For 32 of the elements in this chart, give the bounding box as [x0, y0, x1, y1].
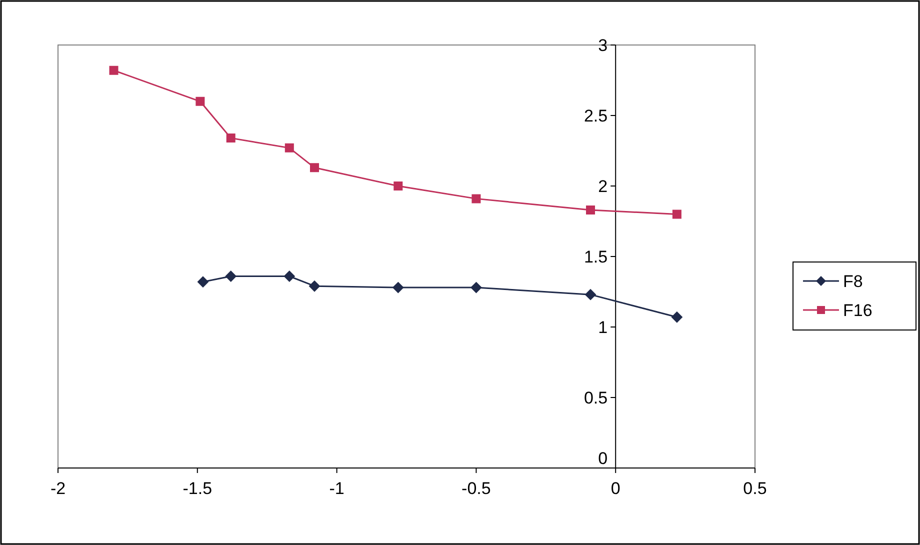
point — [472, 194, 481, 204]
point — [585, 289, 596, 300]
point — [226, 134, 236, 143]
point — [284, 270, 295, 282]
point — [225, 270, 236, 282]
point — [470, 282, 482, 294]
x-tick-label: -1 — [329, 479, 344, 498]
point — [586, 205, 596, 214]
point — [308, 280, 320, 292]
y-tick-label: 2.5 — [584, 106, 608, 126]
y-tick-label: 0 — [598, 449, 608, 468]
x-tick-label: -2 — [50, 479, 66, 498]
x-tick-label: 0.5 — [743, 479, 767, 498]
point — [672, 210, 682, 219]
y-tick-label: 2 — [598, 177, 608, 196]
point — [392, 282, 404, 294]
x-tick-label: -1.5 — [182, 479, 212, 498]
legend-label: F8 — [843, 272, 863, 291]
point — [310, 163, 319, 172]
y-tick-label: 1.5 — [584, 248, 608, 266]
point — [109, 66, 118, 75]
point — [394, 182, 403, 190]
legend-label: F16 — [843, 301, 872, 320]
y-tick-label: 1 — [598, 318, 608, 337]
point — [197, 276, 208, 288]
y-tick-label: 3 — [598, 36, 608, 55]
point — [671, 312, 682, 323]
point — [196, 96, 205, 106]
x-tick-label: -0.5 — [462, 479, 491, 498]
x-tick-label: 0 — [610, 479, 620, 498]
point — [284, 143, 294, 152]
y-tick-label: 0.5 — [584, 388, 608, 408]
